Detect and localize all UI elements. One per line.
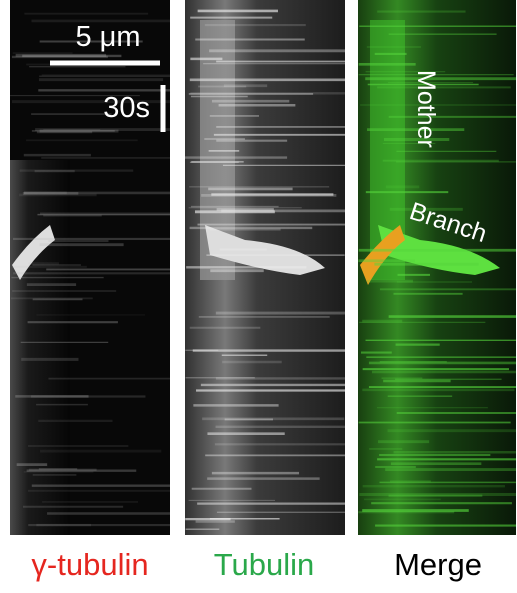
- panel-label: Merge: [394, 547, 482, 582]
- panel-label: Tubulin: [214, 547, 315, 582]
- page: 5 μm 30s Mother Branch γ-tubulin Tubulin…: [0, 0, 517, 588]
- mother-label: Mother: [412, 70, 440, 148]
- figure: 5 μm 30s Mother Branch γ-tubulin Tubulin…: [0, 0, 517, 588]
- scale-label: 5 μm: [75, 21, 140, 53]
- panel-label: γ-tubulin: [31, 547, 148, 582]
- time-label: 30s: [103, 92, 150, 124]
